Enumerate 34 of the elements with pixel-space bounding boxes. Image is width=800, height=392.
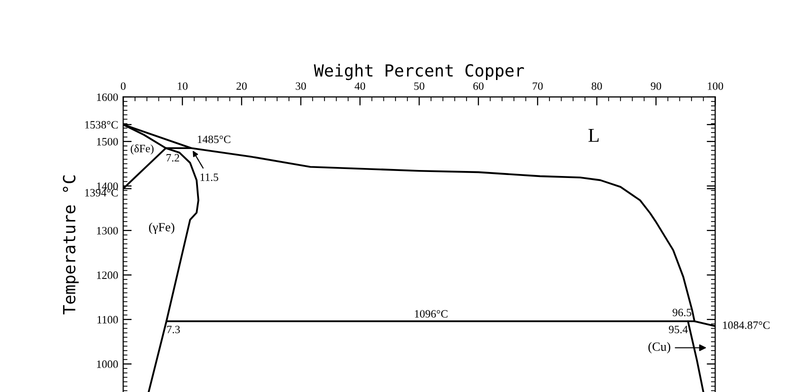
annotation: 1485°C xyxy=(198,136,230,144)
x-tick-label: 50 xyxy=(414,82,424,90)
x-tick-label: 20 xyxy=(236,82,247,90)
y-tick-label: 1100 xyxy=(98,316,118,324)
annotation: (Cu) xyxy=(648,342,670,354)
y-tick-label: 1600 xyxy=(97,93,118,101)
y-tick-label: 1300 xyxy=(97,226,118,234)
x-tick-label: 70 xyxy=(532,82,543,90)
annotation: 95.4 xyxy=(668,326,688,334)
y-tick-label: 1538°C xyxy=(85,121,118,129)
annotation: 1096°C xyxy=(414,310,448,318)
y-tick-label: 1200 xyxy=(97,271,118,279)
annotation: (γFe) xyxy=(149,222,174,234)
x-tick-label: 10 xyxy=(178,82,188,90)
y-tick-label: 1000 xyxy=(97,360,118,368)
annotation: 96.5 xyxy=(672,308,692,316)
annotation: L xyxy=(588,129,599,142)
x-axis-title: Weight Percent Copper xyxy=(314,64,524,80)
x-tick-label: 100 xyxy=(708,82,724,90)
x-tick-label: 90 xyxy=(650,82,662,90)
x-tick-label: 60 xyxy=(473,82,484,90)
annotation: 11.5 xyxy=(200,174,218,182)
x-tick-label: 0 xyxy=(120,82,126,90)
y-tick-label: 1400 xyxy=(97,182,118,190)
y-tick-label: 1500 xyxy=(97,138,118,146)
annotation: 7.3 xyxy=(167,326,180,334)
annotation: 7.2 xyxy=(166,154,180,162)
y-axis-title: Temperature °C xyxy=(62,176,79,314)
annotation: (δFe) xyxy=(130,144,154,155)
annotation: 1084.87°C xyxy=(723,321,770,329)
y-tick-label: 1394°C xyxy=(85,188,118,196)
x-tick-label: 40 xyxy=(354,82,366,90)
x-tick-label: 80 xyxy=(592,82,602,90)
x-tick-label: 30 xyxy=(296,82,306,90)
